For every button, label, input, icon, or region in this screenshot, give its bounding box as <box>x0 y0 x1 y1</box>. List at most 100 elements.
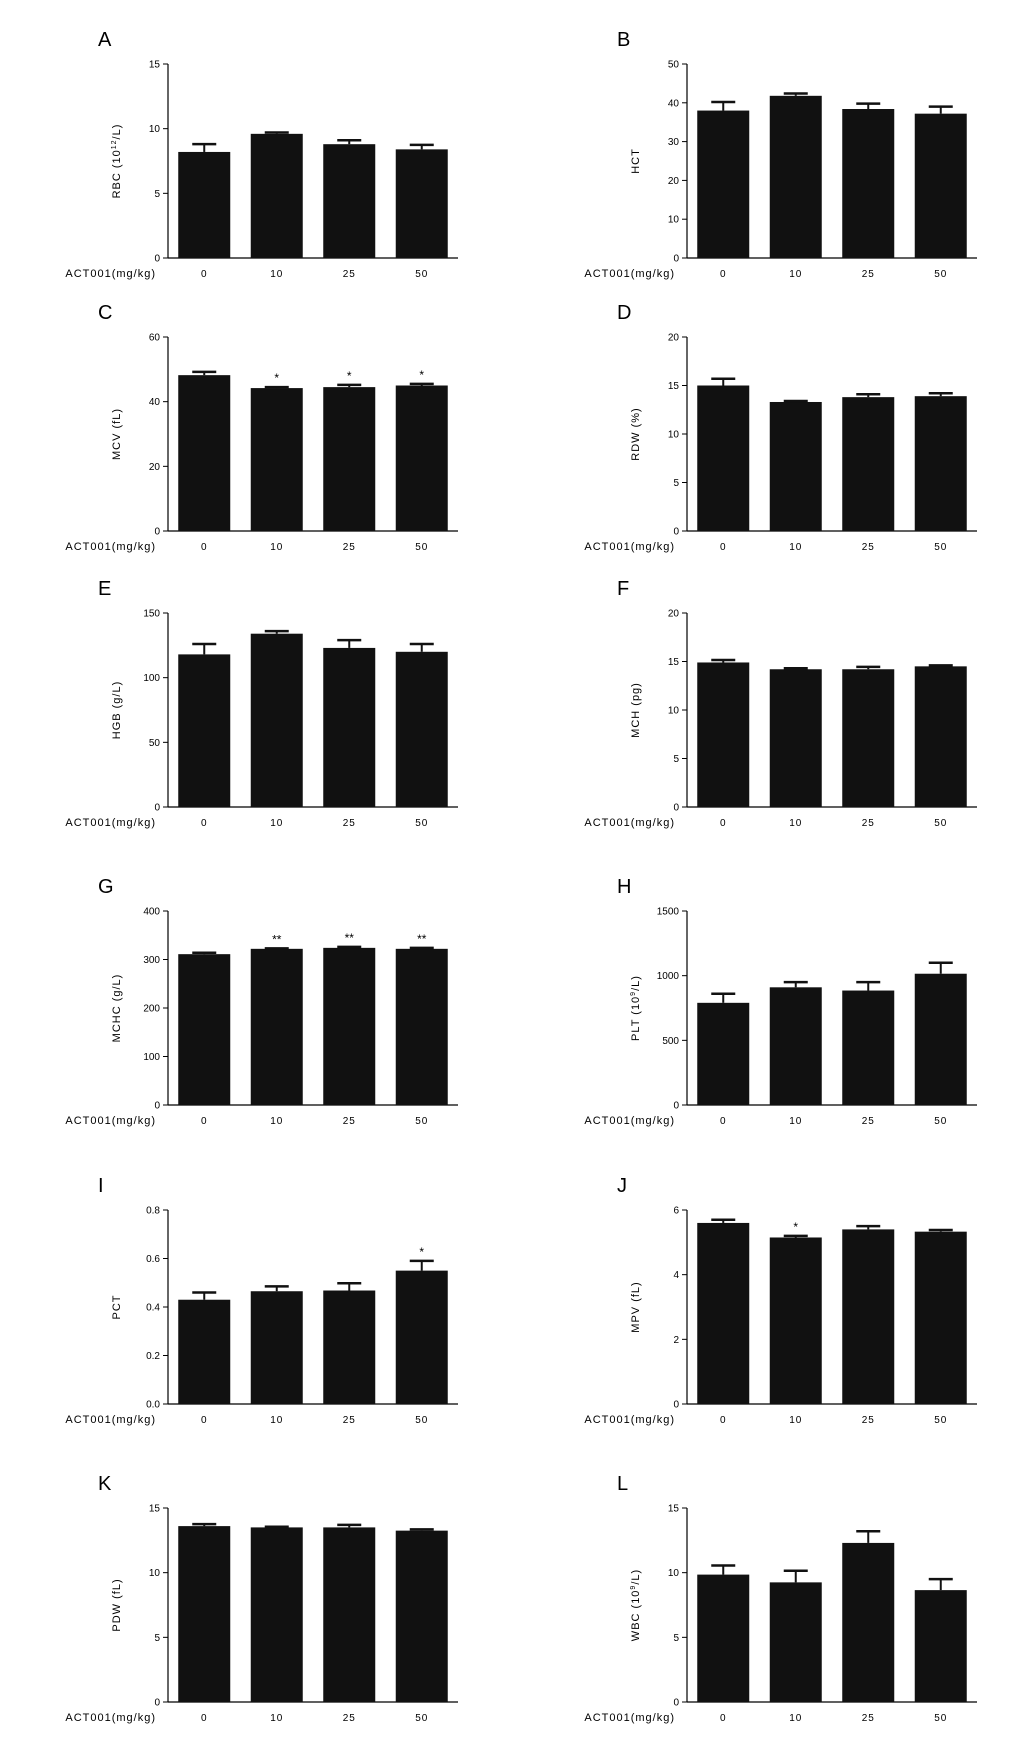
y-tick-label: 150 <box>143 609 160 620</box>
category-label: 0 <box>720 1415 727 1426</box>
bar <box>178 954 231 1105</box>
significance-marker: ** <box>345 931 355 945</box>
panel-g: G 0 100 200 300 400 MCHC (g/L) ACT001(mg/kg) 0 **… <box>65 876 458 1127</box>
panel-j: J 0 2 4 6 MPV (fL) ACT001(mg/kg) 0 * 10 25 50 <box>584 1175 977 1426</box>
y-tick-label: 400 <box>143 907 160 918</box>
bar <box>697 1002 750 1105</box>
category-label: 25 <box>343 1713 356 1724</box>
category-label: 10 <box>789 542 802 553</box>
panel-letter: G <box>98 876 114 898</box>
bar <box>914 1231 967 1404</box>
y-tick-label: 10 <box>668 1568 680 1579</box>
y-tick-label: 0.4 <box>146 1303 160 1314</box>
category-label: 0 <box>720 1116 727 1127</box>
category-label: 0 <box>720 818 727 829</box>
y-axis-title: PLT (109/L) <box>630 975 642 1041</box>
bar <box>250 633 303 807</box>
significance-marker: ** <box>272 932 282 946</box>
category-label: 25 <box>343 1116 356 1127</box>
y-tick-label: 10 <box>668 215 680 226</box>
bar <box>697 662 750 807</box>
y-axis-title: WBC (109/L) <box>630 1569 642 1641</box>
panel-f: F 0 5 10 15 20 MCH (pg) ACT001(mg/kg) 0 10 25 50 <box>584 578 977 829</box>
bar <box>323 647 376 807</box>
bar <box>395 1270 448 1404</box>
panel-letter: B <box>617 29 630 51</box>
x-axis-title: ACT001(mg/kg) <box>65 1414 156 1426</box>
y-tick-label: 0.6 <box>146 1254 160 1265</box>
y-tick-label: 10 <box>668 706 680 717</box>
x-axis-title: ACT001(mg/kg) <box>65 541 156 553</box>
bar <box>842 397 895 531</box>
y-axis-title: RBC (1012/L) <box>111 124 123 199</box>
category-label: 0 <box>201 1713 208 1724</box>
y-tick-label: 15 <box>668 381 680 392</box>
x-axis-title: ACT001(mg/kg) <box>584 817 675 829</box>
category-label: 25 <box>343 1415 356 1426</box>
category-label: 10 <box>789 1713 802 1724</box>
y-tick-label: 50 <box>668 60 680 71</box>
category-label: 0 <box>201 818 208 829</box>
category-label: 0 <box>201 542 208 553</box>
y-tick-label: 4 <box>673 1270 679 1281</box>
x-axis-title: ACT001(mg/kg) <box>584 541 675 553</box>
y-axis-title: MCH (pg) <box>630 682 642 738</box>
panel-i: I 0.0 0.2 0.4 0.6 0.8 PCT ACT001(mg/kg) 0 10 25 * 50 <box>65 1175 458 1426</box>
significance-marker: * <box>793 1220 798 1234</box>
y-tick-label: 30 <box>668 137 680 148</box>
bar <box>842 1229 895 1404</box>
category-label: 10 <box>789 818 802 829</box>
bar <box>250 1527 303 1702</box>
category-label: 25 <box>343 542 356 553</box>
y-tick-label: 5 <box>154 189 160 200</box>
y-tick-label: 0 <box>673 527 679 538</box>
bar <box>395 149 448 258</box>
bar <box>842 1542 895 1702</box>
y-tick-label: 60 <box>149 333 161 344</box>
category-label: 25 <box>343 818 356 829</box>
category-label: 10 <box>270 1415 283 1426</box>
bar <box>769 987 822 1105</box>
category-label: 50 <box>415 1713 428 1724</box>
y-tick-label: 0 <box>673 254 679 265</box>
panel-h: H 0 500 1000 1500 PLT (109/L) ACT001(mg/kg) 0 10… <box>584 876 977 1127</box>
y-tick-label: 40 <box>668 98 680 109</box>
x-axis-title: ACT001(mg/kg) <box>584 1115 675 1127</box>
bar <box>395 651 448 807</box>
significance-marker: * <box>347 369 352 383</box>
panel-letter: J <box>617 1175 627 1197</box>
panel-letter: H <box>617 876 631 898</box>
x-axis-title: ACT001(mg/kg) <box>65 1115 156 1127</box>
bar <box>914 1590 967 1702</box>
bar <box>842 669 895 807</box>
category-label: 25 <box>862 1415 875 1426</box>
y-tick-label: 50 <box>149 738 161 749</box>
bar <box>178 1299 231 1404</box>
panel-k: K 0 5 10 15 PDW (fL) ACT001(mg/kg) 0 10 25 50 <box>65 1473 458 1724</box>
x-axis-title: ACT001(mg/kg) <box>584 268 675 280</box>
y-tick-label: 20 <box>149 462 161 473</box>
panel-a: A 0 5 10 15 RBC (1012/L) ACT001(mg/kg) 0 10 25 50 <box>65 29 458 280</box>
y-axis-title: MCV (fL) <box>111 408 123 460</box>
y-tick-label: 20 <box>668 609 680 620</box>
y-tick-label: 20 <box>668 333 680 344</box>
category-label: 50 <box>934 1415 947 1426</box>
bar <box>323 947 376 1105</box>
category-label: 10 <box>789 269 802 280</box>
y-tick-label: 40 <box>149 397 161 408</box>
panel-letter: E <box>98 578 111 600</box>
y-tick-label: 100 <box>143 673 160 684</box>
category-label: 50 <box>934 1116 947 1127</box>
x-axis-title: ACT001(mg/kg) <box>584 1712 675 1724</box>
bar <box>697 385 750 531</box>
category-label: 50 <box>415 1415 428 1426</box>
category-label: 0 <box>201 269 208 280</box>
bar <box>395 385 448 531</box>
bar <box>842 990 895 1105</box>
y-tick-label: 0 <box>154 803 160 814</box>
category-label: 0 <box>720 542 727 553</box>
bar <box>323 1290 376 1404</box>
y-axis-title: RDW (%) <box>630 407 642 460</box>
bar <box>769 1237 822 1404</box>
bar <box>178 654 231 807</box>
